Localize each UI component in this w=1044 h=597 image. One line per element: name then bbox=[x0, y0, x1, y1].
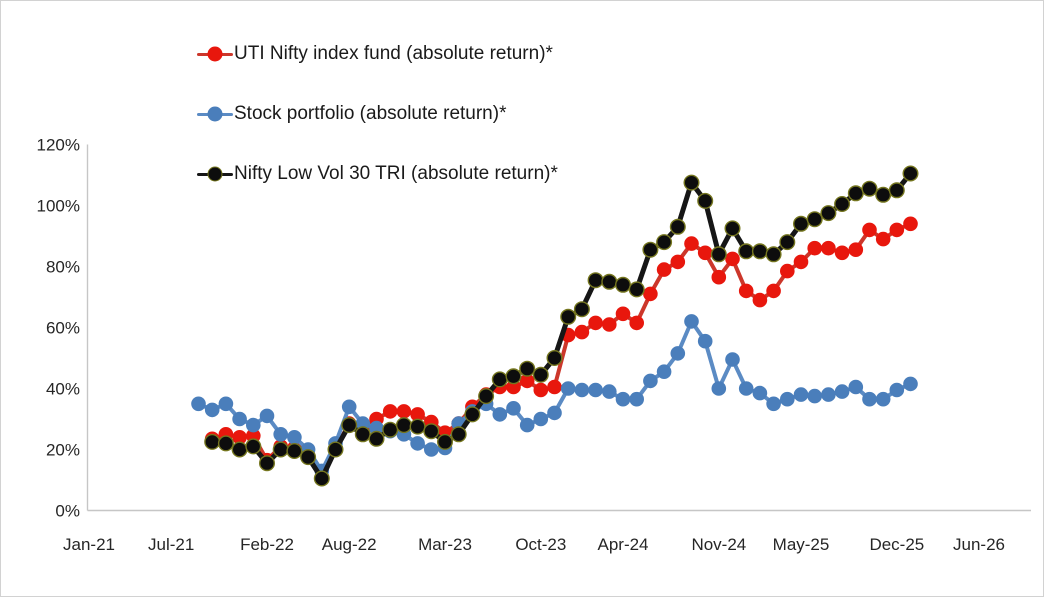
svg-text:80%: 80% bbox=[46, 258, 80, 277]
svg-text:Jul-21: Jul-21 bbox=[148, 535, 194, 554]
svg-text:Aug-22: Aug-22 bbox=[322, 535, 377, 554]
svg-text:Mar-23: Mar-23 bbox=[418, 535, 472, 554]
svg-text:60%: 60% bbox=[46, 319, 80, 338]
svg-text:120%: 120% bbox=[37, 136, 80, 155]
svg-text:40%: 40% bbox=[46, 380, 80, 399]
svg-text:May-25: May-25 bbox=[773, 535, 830, 554]
svg-text:Jun-26: Jun-26 bbox=[953, 535, 1005, 554]
svg-text:0%: 0% bbox=[55, 502, 80, 521]
svg-text:Nov-24: Nov-24 bbox=[691, 535, 746, 554]
svg-text:Oct-23: Oct-23 bbox=[515, 535, 566, 554]
svg-text:Apr-24: Apr-24 bbox=[597, 535, 648, 554]
svg-text:Dec-25: Dec-25 bbox=[869, 535, 924, 554]
svg-text:100%: 100% bbox=[37, 197, 80, 216]
svg-text:Feb-22: Feb-22 bbox=[240, 535, 294, 554]
svg-text:Jan-21: Jan-21 bbox=[63, 535, 115, 554]
svg-text:20%: 20% bbox=[46, 441, 80, 460]
